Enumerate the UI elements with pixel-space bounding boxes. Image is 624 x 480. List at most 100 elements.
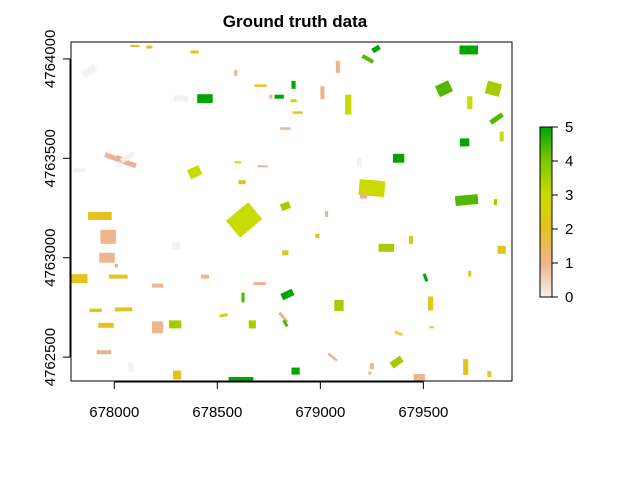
field-parcel xyxy=(292,111,303,114)
field-parcel xyxy=(325,211,329,217)
field-parcel xyxy=(81,63,98,78)
field-parcels-layer xyxy=(71,44,506,381)
field-parcel xyxy=(327,352,338,362)
field-parcel xyxy=(378,243,395,252)
field-parcel xyxy=(489,112,504,125)
legend-tick-label: 3 xyxy=(565,187,573,204)
field-parcel xyxy=(389,355,404,369)
field-parcel xyxy=(278,311,289,324)
plot-border xyxy=(70,41,513,382)
field-parcel xyxy=(280,127,291,130)
field-parcel xyxy=(413,374,425,381)
field-parcel xyxy=(190,50,199,54)
y-axis: 4762500 4763000 4763500 4764000 xyxy=(42,30,71,386)
field-parcel xyxy=(368,371,372,375)
legend-tick-label: 5 xyxy=(565,119,573,136)
field-parcel xyxy=(393,153,405,163)
field-parcel xyxy=(467,96,473,110)
x-axis-tick-label: 679500 xyxy=(398,404,448,421)
field-parcel xyxy=(151,321,164,334)
field-parcel xyxy=(279,201,291,211)
field-parcel xyxy=(434,80,454,98)
x-axis: 678000 678500 679000 679500 xyxy=(89,381,448,421)
field-parcel xyxy=(120,151,136,164)
y-axis-tick-label: 4763000 xyxy=(42,228,59,286)
legend-tick-label: 4 xyxy=(565,153,573,170)
field-parcel xyxy=(73,168,85,173)
field-parcel xyxy=(459,45,478,55)
field-parcel xyxy=(280,288,295,301)
x-axis-tick-label: 678500 xyxy=(192,404,242,421)
field-parcel xyxy=(468,270,472,277)
field-parcel xyxy=(219,313,228,318)
field-parcel xyxy=(228,377,254,381)
field-parcel xyxy=(99,252,115,263)
legend-tick-label: 0 xyxy=(565,289,573,306)
field-parcel xyxy=(460,138,470,147)
field-parcel xyxy=(499,131,504,142)
field-parcel xyxy=(291,80,296,89)
field-parcel xyxy=(371,44,381,54)
field-parcel xyxy=(282,319,289,328)
field-parcel xyxy=(234,161,241,164)
field-parcel xyxy=(494,199,498,206)
field-parcel xyxy=(241,292,245,303)
legend-tick-label: 2 xyxy=(565,221,573,238)
field-parcel xyxy=(369,363,374,370)
field-parcel xyxy=(71,274,88,283)
field-parcel xyxy=(89,308,102,313)
field-parcel xyxy=(291,367,300,375)
field-parcel xyxy=(356,157,363,168)
field-parcel xyxy=(334,300,344,311)
field-parcel xyxy=(225,202,263,238)
field-parcel xyxy=(320,86,325,100)
field-parcel xyxy=(100,229,116,244)
field-parcel xyxy=(146,45,153,49)
field-parcel xyxy=(200,274,209,279)
field-parcel xyxy=(234,69,238,76)
field-parcel xyxy=(360,193,368,199)
field-parcel xyxy=(429,326,434,329)
x-axis-tick-label: 679000 xyxy=(295,404,345,421)
field-parcel xyxy=(361,54,375,64)
field-parcel xyxy=(151,283,164,288)
field-parcel xyxy=(335,60,340,73)
field-parcel xyxy=(168,320,182,329)
field-parcel xyxy=(248,320,256,329)
field-parcel xyxy=(345,94,352,115)
field-parcel xyxy=(290,99,297,103)
field-parcel xyxy=(428,296,434,311)
field-parcel xyxy=(109,274,128,279)
field-parcel xyxy=(497,245,506,254)
field-parcel xyxy=(274,94,284,99)
field-parcel xyxy=(197,94,213,104)
field-parcel xyxy=(130,45,140,47)
field-parcel xyxy=(238,180,246,185)
field-parcel xyxy=(358,179,386,198)
field-parcel xyxy=(187,165,203,180)
field-parcel xyxy=(463,359,469,375)
y-axis-tick-label: 4764000 xyxy=(42,30,59,88)
field-parcel xyxy=(257,165,268,168)
x-axis-tick-label: 678000 xyxy=(89,404,139,421)
field-parcel xyxy=(282,250,289,256)
legend-ticks: 0 1 2 3 4 5 xyxy=(552,119,573,306)
legend-tick-label: 1 xyxy=(565,255,573,272)
map-title: Ground truth data xyxy=(223,12,368,31)
y-axis-tick-label: 4763500 xyxy=(42,129,59,187)
field-parcel xyxy=(114,263,118,268)
field-parcel xyxy=(394,330,403,337)
field-parcel xyxy=(422,273,429,282)
color-scale-legend: 0 1 2 3 4 5 xyxy=(539,119,573,306)
field-parcel xyxy=(115,161,122,167)
field-parcel xyxy=(173,95,189,103)
legend-bar-border xyxy=(539,126,553,298)
field-parcel xyxy=(315,233,320,238)
field-parcel xyxy=(254,84,267,87)
legend-color-bar xyxy=(540,127,552,297)
field-parcel xyxy=(128,362,134,372)
field-parcel xyxy=(88,212,112,220)
field-parcel xyxy=(96,350,112,355)
map-plot-area xyxy=(70,41,513,382)
